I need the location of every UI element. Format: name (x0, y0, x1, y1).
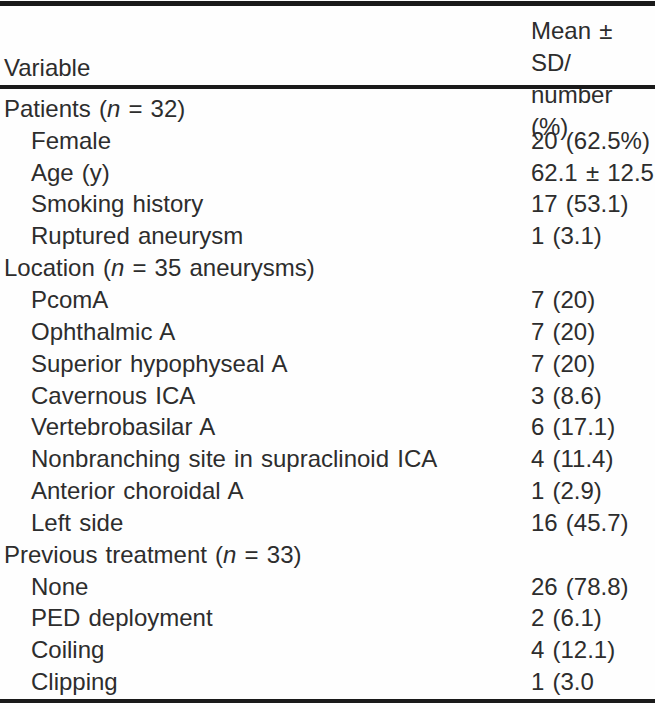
row-label: Female (0, 127, 531, 155)
table-row: PcomA7 (20) (0, 284, 655, 316)
row-value: 7 (20) (531, 286, 655, 314)
row-label: Cavernous ICA (0, 382, 531, 410)
row-label: PcomA (0, 286, 531, 314)
row-label: PED deployment (0, 604, 531, 632)
row-value: 4 (12.1) (531, 636, 655, 664)
table-row: None26 (78.8) (0, 571, 655, 603)
row-value: 62.1 ± 12.5 (531, 159, 655, 187)
table-body: Patients (n = 32)Female20 (62.5%)Age (y)… (0, 93, 655, 698)
row-label: Left side (0, 509, 531, 537)
table-top-rule (0, 1, 655, 6)
row-label: Vertebrobasilar A (0, 413, 531, 441)
row-label: Ruptured aneurysm (0, 222, 531, 250)
row-label: Location (n = 35 aneurysms) (0, 254, 531, 282)
row-label: Anterior choroidal A (0, 477, 531, 505)
table-bottom-rule (0, 699, 655, 703)
table-row: Ophthalmic A7 (20) (0, 316, 655, 348)
row-label: Clipping (0, 668, 531, 696)
row-value: 4 (11.4) (531, 445, 655, 473)
row-value: 2 (6.1) (531, 604, 655, 632)
table-row: Smoking history17 (53.1) (0, 189, 655, 221)
row-label: Smoking history (0, 190, 531, 218)
row-label: Coiling (0, 636, 531, 664)
demographics-table: Variable Mean ± SD/ number (%) Patients … (0, 0, 655, 709)
table-row: Location (n = 35 aneurysms) (0, 252, 655, 284)
table-row: Superior hypophyseal A7 (20) (0, 348, 655, 380)
table-row: Female20 (62.5%) (0, 125, 655, 157)
row-value: 26 (78.8) (531, 573, 655, 601)
row-value: 7 (20) (531, 350, 655, 378)
table-row: Patients (n = 32) (0, 93, 655, 125)
row-label: Ophthalmic A (0, 318, 531, 346)
row-label: Patients (n = 32) (0, 95, 531, 123)
row-value: 17 (53.1) (531, 190, 655, 218)
row-value: 16 (45.7) (531, 509, 655, 537)
row-label: Age (y) (0, 159, 531, 187)
column-header-variable: Variable (4, 52, 90, 84)
row-label: None (0, 573, 531, 601)
row-value: 1 (2.9) (531, 477, 655, 505)
table-header-rule (0, 85, 655, 89)
row-value: 7 (20) (531, 318, 655, 346)
table-row: Vertebrobasilar A6 (17.1) (0, 411, 655, 443)
table-row: PED deployment2 (6.1) (0, 603, 655, 635)
row-value: 1 (3.0 (531, 668, 655, 696)
row-label: Nonbranching site in supraclinoid ICA (0, 445, 531, 473)
table-row: Age (y)62.1 ± 12.5 (0, 157, 655, 189)
column-header-value-line1: Mean ± SD/ (531, 15, 655, 79)
row-value: 1 (3.1) (531, 222, 655, 250)
table-row: Left side16 (45.7) (0, 507, 655, 539)
table-row: Ruptured aneurysm1 (3.1) (0, 220, 655, 252)
row-label: Previous treatment (n = 33) (0, 541, 531, 569)
table-row: Clipping1 (3.0 (0, 666, 655, 698)
table-row: Cavernous ICA3 (8.6) (0, 380, 655, 412)
table-row: Anterior choroidal A1 (2.9) (0, 475, 655, 507)
row-value: 6 (17.1) (531, 413, 655, 441)
row-label: Superior hypophyseal A (0, 350, 531, 378)
row-value: 3 (8.6) (531, 382, 655, 410)
table-row: Coiling4 (12.1) (0, 634, 655, 666)
row-value: 20 (62.5%) (531, 127, 655, 155)
table-row: Previous treatment (n = 33) (0, 539, 655, 571)
table-row: Nonbranching site in supraclinoid ICA4 (… (0, 443, 655, 475)
